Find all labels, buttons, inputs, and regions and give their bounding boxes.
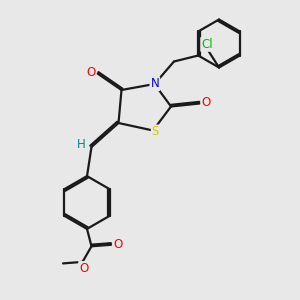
Text: O: O <box>79 262 88 275</box>
Text: Cl: Cl <box>201 38 213 51</box>
Text: O: O <box>113 238 122 251</box>
Text: H: H <box>77 138 86 151</box>
Text: S: S <box>152 125 159 139</box>
Text: O: O <box>202 96 211 110</box>
Text: N: N <box>150 77 159 90</box>
Text: O: O <box>86 65 95 79</box>
